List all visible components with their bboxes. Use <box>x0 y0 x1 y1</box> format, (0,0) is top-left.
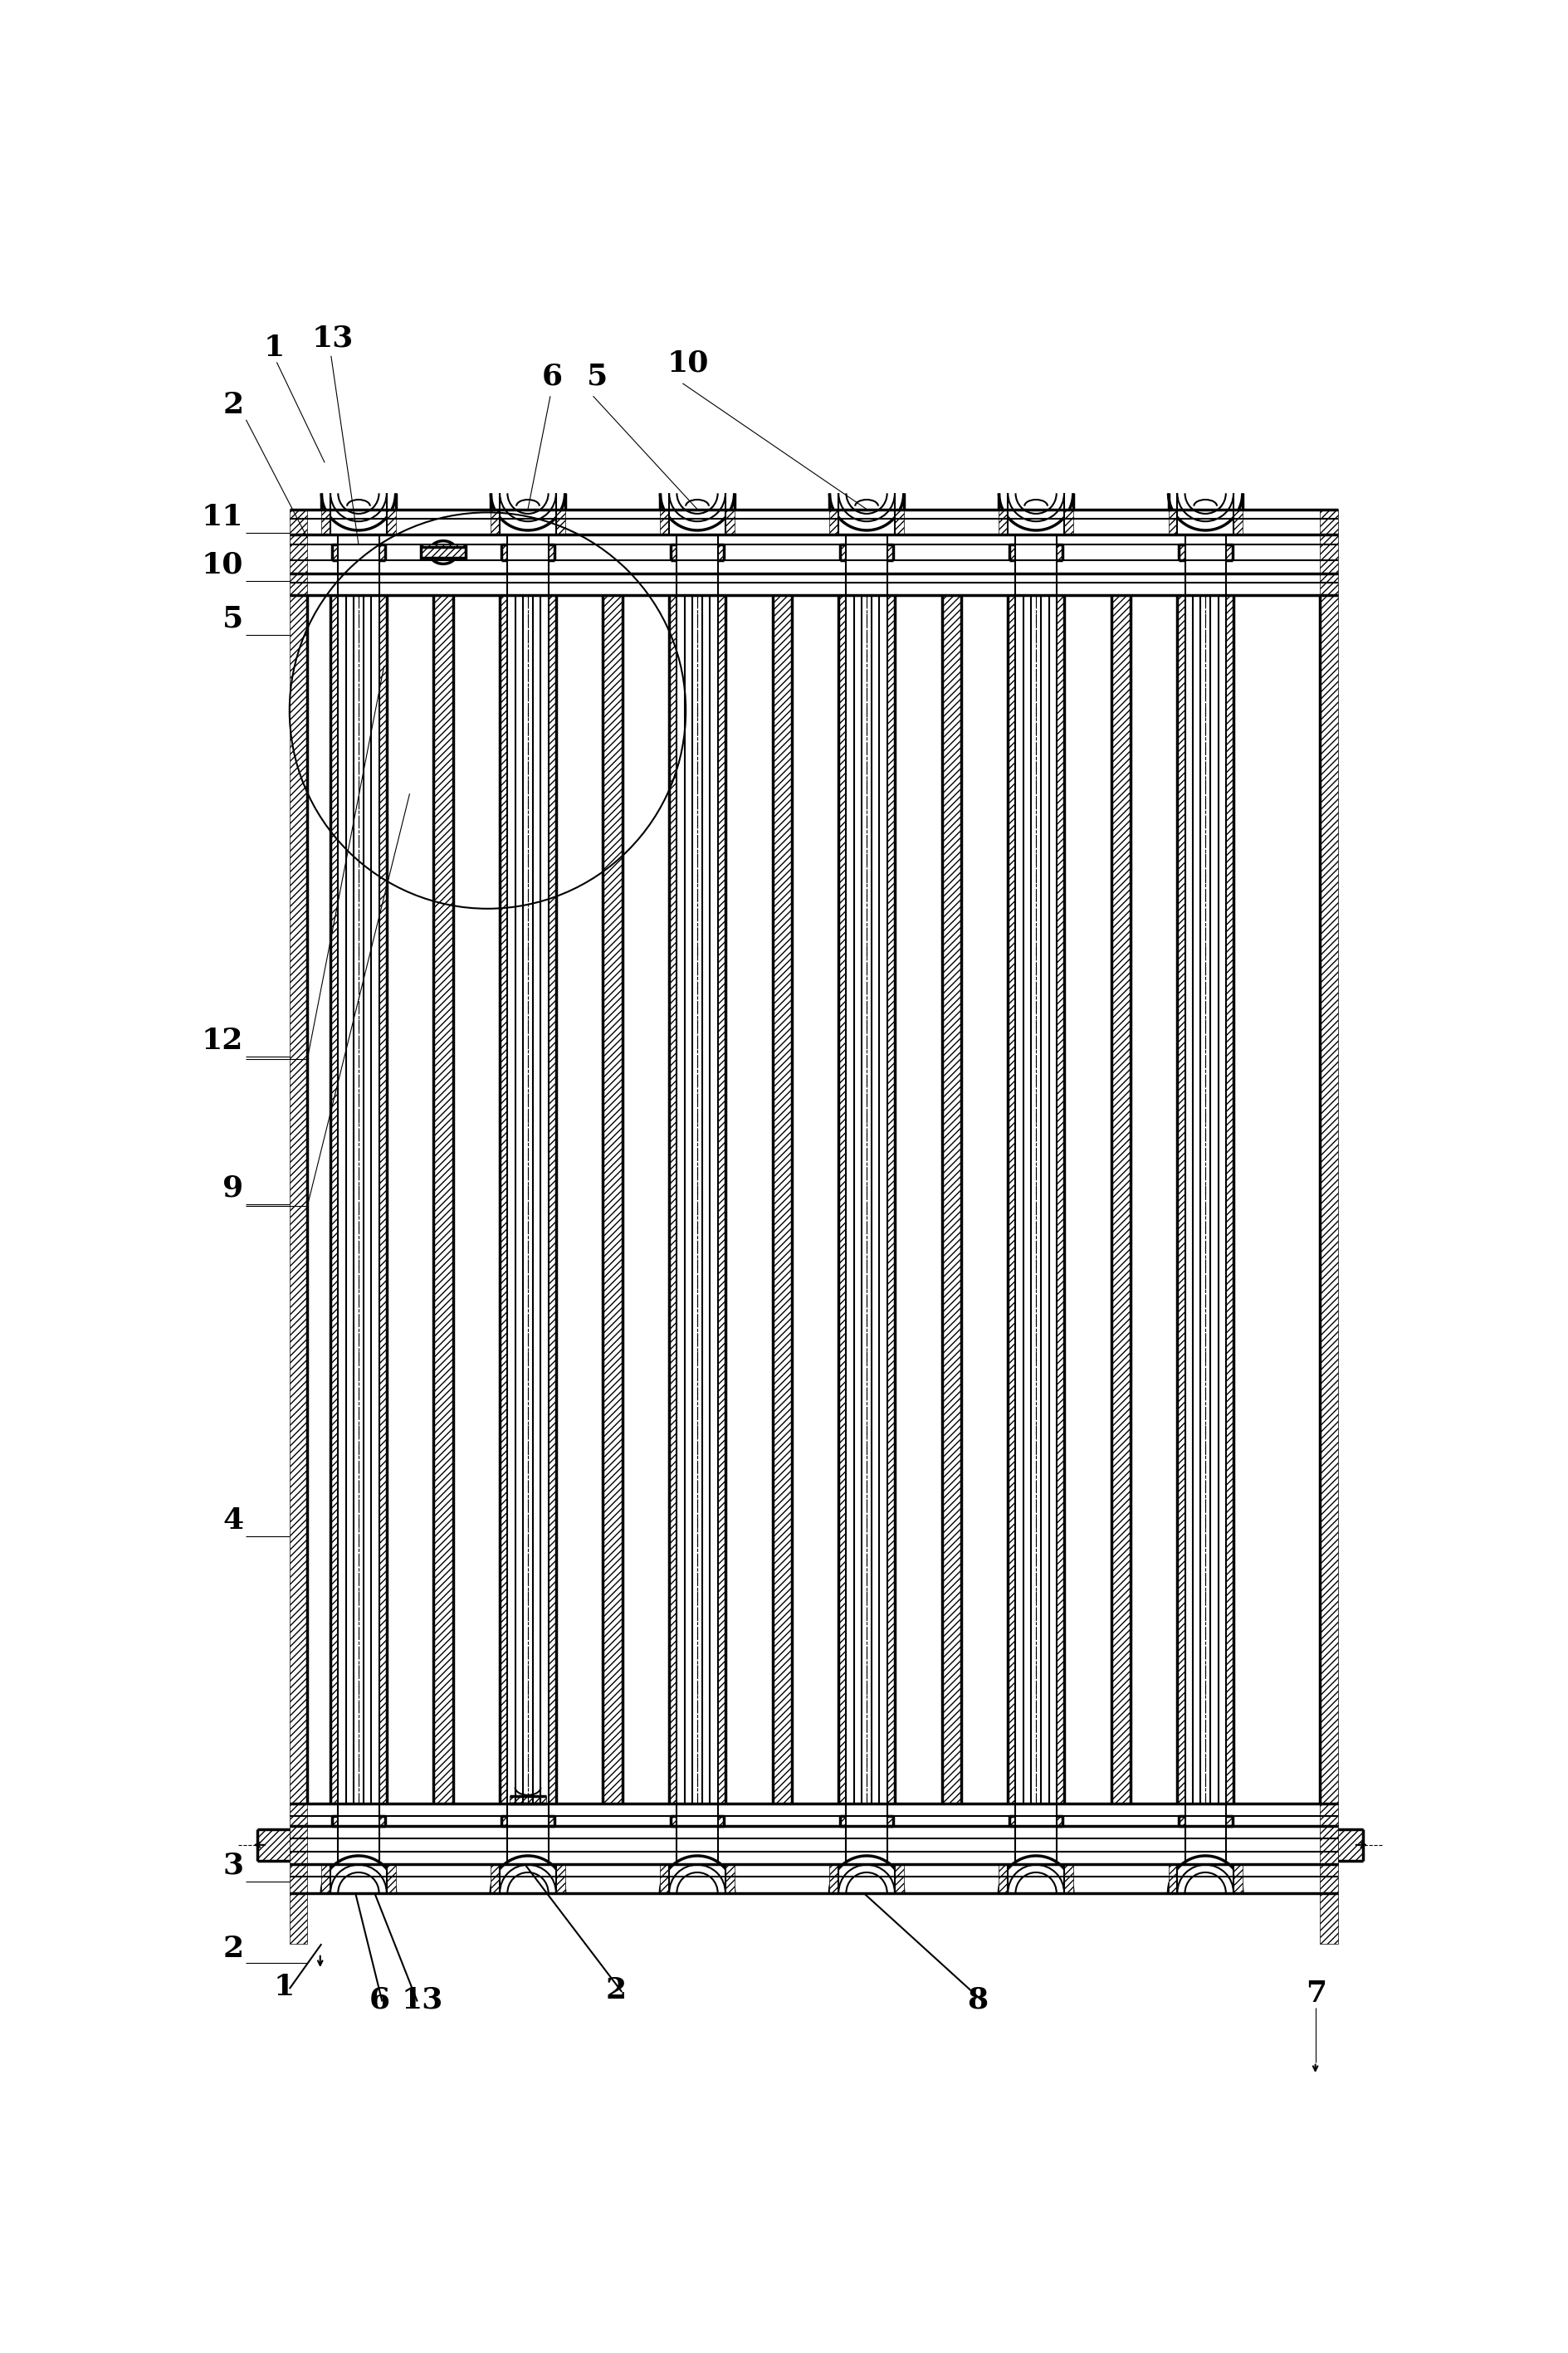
Bar <box>999 508 1007 534</box>
Bar <box>1110 595 1129 1802</box>
Bar <box>379 544 386 560</box>
Bar <box>1055 1817 1063 1826</box>
Text: 12: 12 <box>202 1026 243 1054</box>
Text: 4: 4 <box>223 1506 243 1534</box>
Bar <box>331 1817 337 1826</box>
Text: 11: 11 <box>201 504 243 532</box>
Text: 7: 7 <box>1305 1979 1327 2007</box>
Bar <box>670 544 676 560</box>
Bar <box>1319 508 1338 1944</box>
Bar <box>321 508 331 534</box>
Bar <box>837 595 845 1802</box>
Bar <box>1168 1864 1176 1892</box>
Bar <box>829 1864 837 1892</box>
Bar <box>1225 1817 1231 1826</box>
Bar <box>1055 595 1063 1802</box>
Bar <box>500 544 506 560</box>
Bar <box>420 544 466 560</box>
Bar <box>386 508 395 534</box>
Bar <box>1225 544 1231 560</box>
Bar <box>718 595 724 1802</box>
Text: 2: 2 <box>223 391 243 419</box>
Bar <box>999 1864 1007 1892</box>
Text: 6: 6 <box>541 362 563 391</box>
Bar <box>549 1817 555 1826</box>
Text: 10: 10 <box>201 551 243 579</box>
Bar <box>1063 1864 1073 1892</box>
Bar <box>839 1817 845 1826</box>
Bar <box>1007 595 1014 1802</box>
Bar <box>500 1817 506 1826</box>
Bar <box>1008 544 1014 560</box>
Bar <box>886 595 894 1802</box>
Text: 9: 9 <box>223 1174 243 1202</box>
Bar <box>670 1817 676 1826</box>
Text: 1: 1 <box>263 334 285 362</box>
Bar <box>500 595 506 1802</box>
Text: 3: 3 <box>223 1852 243 1880</box>
Bar <box>549 595 555 1802</box>
Bar <box>379 595 386 1802</box>
Bar <box>886 544 894 560</box>
Bar <box>886 1817 894 1826</box>
Text: 10: 10 <box>666 351 709 376</box>
Text: 13: 13 <box>401 1986 442 2014</box>
Bar <box>321 1864 331 1892</box>
Bar <box>718 1817 724 1826</box>
Text: 2: 2 <box>605 1977 626 2005</box>
Bar <box>1225 595 1232 1802</box>
Bar <box>894 508 903 534</box>
Bar <box>1338 1828 1363 1861</box>
Bar <box>1232 508 1242 534</box>
Text: 2: 2 <box>223 1934 243 1962</box>
Bar <box>433 595 453 1802</box>
Bar <box>491 508 500 534</box>
Bar <box>670 595 676 1802</box>
Bar <box>602 595 622 1802</box>
Bar <box>1063 508 1073 534</box>
Bar <box>829 508 837 534</box>
Bar <box>510 1795 546 1802</box>
Bar <box>1176 595 1184 1802</box>
Bar <box>290 508 307 1944</box>
Text: 5: 5 <box>223 605 243 633</box>
Bar <box>1178 1817 1184 1826</box>
Bar <box>718 544 724 560</box>
Text: 8: 8 <box>966 1986 988 2014</box>
Bar <box>555 1864 564 1892</box>
Bar <box>660 1864 670 1892</box>
Bar <box>1232 1864 1242 1892</box>
Bar <box>724 508 734 534</box>
Bar <box>1178 544 1184 560</box>
Text: 1: 1 <box>273 1972 295 2000</box>
Bar <box>1168 508 1176 534</box>
Bar <box>1008 1817 1014 1826</box>
Bar <box>660 508 670 534</box>
Bar <box>724 1864 734 1892</box>
Bar <box>331 544 337 560</box>
Bar <box>1055 544 1063 560</box>
Text: 13: 13 <box>312 325 353 353</box>
Text: 6: 6 <box>368 1986 390 2014</box>
Text: 5: 5 <box>586 362 607 391</box>
Bar <box>549 544 555 560</box>
Bar <box>386 1864 395 1892</box>
Bar <box>257 1828 290 1861</box>
Bar <box>379 1817 386 1826</box>
Bar <box>771 595 792 1802</box>
Bar <box>555 508 564 534</box>
Bar <box>894 1864 903 1892</box>
Bar <box>491 1864 500 1892</box>
Bar <box>839 544 845 560</box>
Bar <box>331 595 337 1802</box>
Bar <box>941 595 961 1802</box>
